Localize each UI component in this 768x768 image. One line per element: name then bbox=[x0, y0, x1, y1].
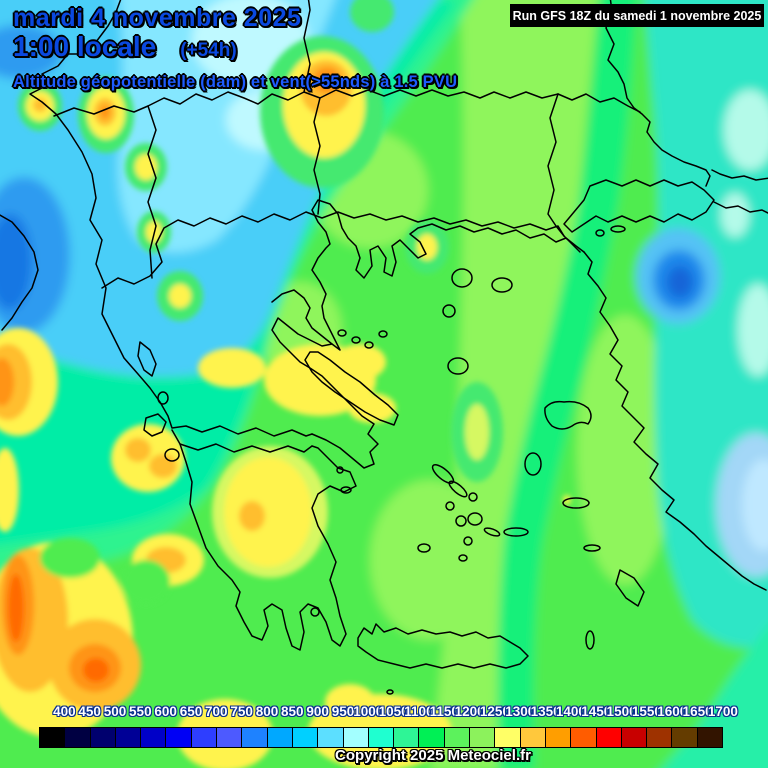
scale-cell bbox=[646, 727, 673, 748]
scale-label: 1650 bbox=[682, 704, 713, 719]
scale-cell bbox=[544, 727, 572, 748]
scale-cell bbox=[620, 727, 648, 748]
scale-label: 850 bbox=[281, 704, 304, 719]
scale-cell bbox=[39, 727, 66, 748]
scale-cell bbox=[317, 727, 344, 748]
scale-cell bbox=[165, 727, 192, 748]
scale-label: 1100 bbox=[404, 704, 434, 719]
coastlines-and-borders bbox=[0, 0, 768, 695]
copyright-text: Copyright 2025 Meteociel.fr bbox=[335, 747, 531, 764]
scale-label: 1250 bbox=[479, 704, 510, 719]
scale-label: 450 bbox=[78, 704, 101, 719]
scale-label: 1450 bbox=[581, 704, 612, 719]
scale-cell bbox=[241, 727, 268, 748]
time-line: 1:00 locale (+54h) bbox=[13, 32, 457, 61]
scale-label: 1000 bbox=[353, 704, 384, 719]
scale-label: 1300 bbox=[505, 704, 536, 719]
scale-cell bbox=[367, 727, 395, 748]
scale-label: 600 bbox=[154, 704, 177, 719]
scale-cell bbox=[393, 727, 420, 748]
scale-label: 1400 bbox=[555, 704, 586, 719]
local-time-text: 1:00 locale bbox=[13, 31, 157, 63]
scale-label: 1050 bbox=[378, 704, 409, 719]
scale-label: 750 bbox=[230, 704, 253, 719]
scale-cell bbox=[64, 727, 91, 748]
scale-cell bbox=[190, 727, 218, 748]
scale-label: 1150 bbox=[429, 704, 459, 719]
scale-cell bbox=[216, 727, 243, 748]
scale-cell bbox=[89, 727, 116, 748]
scale-label: 1700 bbox=[707, 704, 738, 719]
scale-label: 800 bbox=[255, 704, 279, 719]
run-info-bar: Run GFS 18Z du samedi 1 novembre 2025 bbox=[510, 4, 764, 27]
scale-label: 650 bbox=[179, 704, 203, 719]
color-scale-bar bbox=[39, 727, 724, 748]
scale-label: 700 bbox=[205, 704, 228, 719]
scale-label: 550 bbox=[129, 704, 152, 719]
scale-cell bbox=[671, 727, 698, 748]
scale-cell bbox=[140, 727, 167, 748]
scale-cell bbox=[595, 727, 622, 748]
scale-label: 1600 bbox=[657, 704, 688, 719]
scale-label: 1200 bbox=[454, 704, 485, 719]
color-scale-labels: 400 450 500 550 600 650 700 750 800 850 900 950 1000… bbox=[0, 704, 768, 724]
scale-cell bbox=[266, 727, 293, 748]
scale-cell bbox=[696, 727, 724, 748]
date-line: mardi 4 novembre 2025 bbox=[13, 4, 302, 32]
forecast-offset: (+54h) bbox=[180, 40, 237, 62]
scale-cell bbox=[469, 727, 496, 748]
scale-label: 1500 bbox=[606, 704, 637, 719]
map-subtitle: Altitude géopotentielle (dam) et vent(>5… bbox=[13, 72, 458, 91]
scale-cell bbox=[114, 727, 142, 748]
scale-label: 1350 bbox=[530, 704, 561, 719]
scale-cell bbox=[519, 727, 546, 748]
scale-cell bbox=[342, 727, 369, 748]
scale-cell bbox=[443, 727, 471, 748]
title-block: mardi 4 novembre 2025 1:00 locale (+54h) … bbox=[13, 5, 457, 91]
scale-label: 500 bbox=[103, 704, 127, 719]
scale-cell bbox=[570, 727, 597, 748]
scale-cell bbox=[494, 727, 521, 748]
scale-label: 950 bbox=[331, 704, 355, 719]
scale-label: 1550 bbox=[631, 704, 662, 719]
warm-anomaly-blobs bbox=[0, 0, 571, 768]
scale-cell bbox=[418, 727, 445, 748]
scale-cell bbox=[291, 727, 319, 748]
scale-label: 400 bbox=[53, 704, 76, 719]
scale-label: 900 bbox=[306, 704, 329, 719]
